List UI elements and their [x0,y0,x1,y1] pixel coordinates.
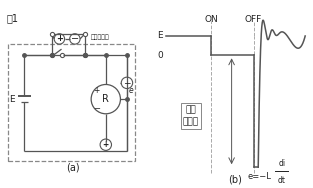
Text: e: e [128,86,133,96]
Text: R: R [102,94,109,104]
Text: E: E [157,31,163,40]
Text: −: − [123,78,131,87]
Text: ON: ON [204,15,218,24]
Text: 0: 0 [157,51,163,60]
Text: OFF: OFF [245,15,262,24]
Text: (a): (a) [66,162,80,172]
Text: +: + [94,86,100,95]
Text: (b): (b) [228,174,242,184]
Text: di: di [278,159,285,168]
Text: −: − [93,104,100,113]
Text: 峰値电压表: 峰値电压表 [91,34,110,40]
Text: +: + [56,34,63,43]
Text: 数百
～数千: 数百 ～数千 [183,105,199,126]
Text: E: E [9,95,15,104]
Text: −: − [71,34,79,44]
Text: 图1: 图1 [6,13,18,23]
Text: +: + [103,140,109,149]
Text: e=−L: e=−L [247,172,271,181]
Text: dt: dt [278,176,286,185]
